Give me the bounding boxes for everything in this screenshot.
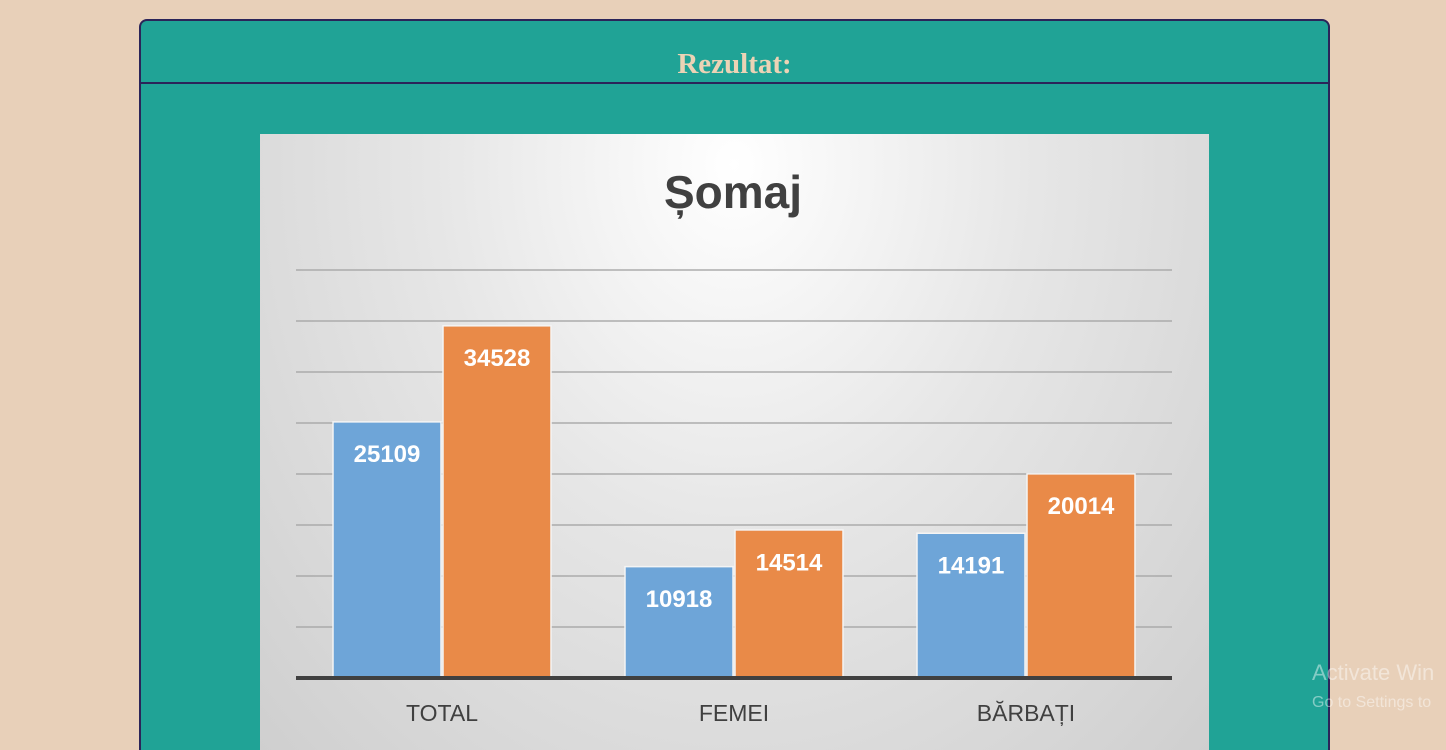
bar [624,565,734,679]
chart-title: Șomaj [664,166,802,219]
bar [442,325,552,679]
data-label: 20014 [1048,493,1115,520]
chart: Șomaj TOTAL 25109 34528 FEMEI 10918 14514 BĂRB… [296,166,1172,726]
bar [916,532,1026,679]
bar [332,421,442,679]
data-label: 25109 [354,441,421,468]
data-label: 10918 [646,586,713,613]
data-label: 14191 [938,553,1005,580]
x-tick-label: BĂRBAȚI [977,700,1075,726]
panel-title: Rezultat: [677,48,792,80]
x-tick-label: TOTAL [406,700,478,726]
data-label: 34528 [464,345,531,372]
data-label: 14514 [756,549,823,576]
panel-header: Rezultat: [141,21,1328,84]
bar [734,529,844,679]
x-tick-label: FEMEI [699,700,769,726]
chart-image: Șomaj TOTAL 25109 34528 FEMEI 10918 14514 BĂRB… [260,134,1209,750]
watermark-line: Activate Win [1312,660,1435,685]
watermark-line: Go to Settings to [1312,694,1432,711]
